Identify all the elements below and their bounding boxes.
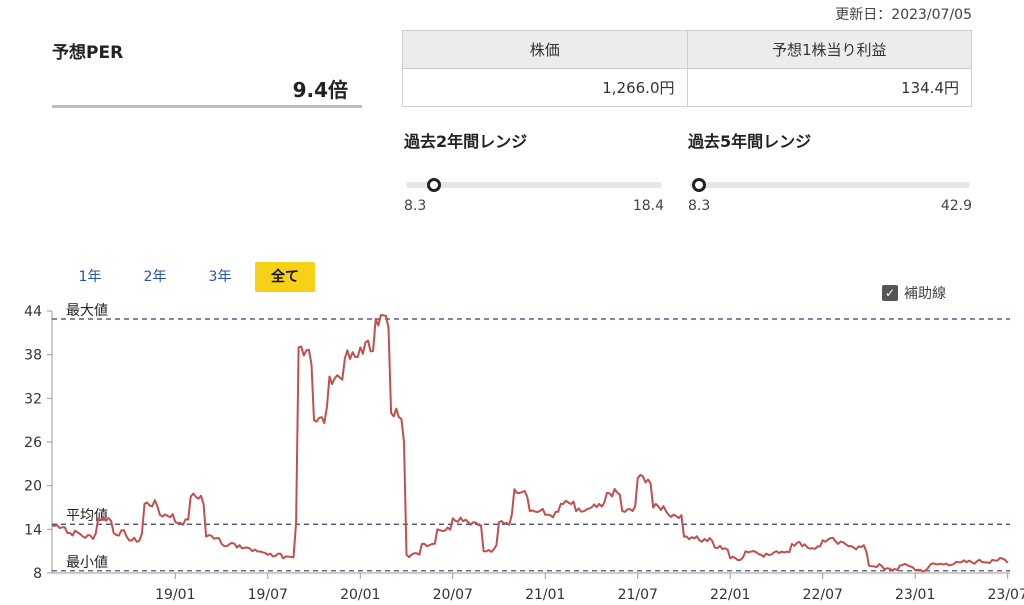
range-5y-title: 過去5年間レンジ — [688, 132, 812, 151]
aux-line-label: 補助線 — [904, 286, 946, 302]
y-tick-label: 38 — [24, 348, 42, 364]
range-5y-min: 8.3 — [688, 198, 711, 214]
period-tabs: 1年 2年 3年 全て — [60, 262, 320, 292]
y-tick-label: 26 — [24, 435, 42, 451]
tab-3y[interactable]: 3年 — [208, 269, 232, 285]
x-tick-label: 20/07 — [433, 587, 473, 603]
x-tick-label: 23/01 — [895, 587, 935, 603]
range-2y-track — [406, 178, 662, 192]
x-tick-label: 19/07 — [248, 587, 288, 603]
range-5y-max: 42.9 — [940, 198, 972, 214]
reference-line-label: 最小値 — [66, 555, 108, 571]
x-tick-label: 19/01 — [155, 587, 195, 603]
tab-2y[interactable]: 2年 — [143, 269, 167, 285]
forecast-per-panel: 予想PER 9.4倍 — [52, 38, 362, 108]
range-5y-track — [690, 178, 970, 192]
per-series-line — [51, 314, 1009, 573]
y-tick-label: 20 — [24, 479, 42, 495]
price-value: 1,266.0円 — [402, 68, 688, 107]
reference-line-label: 最大値 — [66, 303, 108, 319]
x-tick-label: 22/07 — [803, 587, 843, 603]
eps-value: 134.4円 — [686, 68, 972, 107]
updated-date: 更新日：2023/07/05 — [835, 7, 972, 23]
y-tick-label: 14 — [24, 522, 42, 538]
range-2y-title: 過去2年間レンジ — [404, 132, 528, 151]
range-2y-min: 8.3 — [404, 198, 427, 214]
range-2y: 過去2年間レンジ 8.3 18.4 — [404, 128, 664, 214]
x-tick-label: 21/07 — [618, 587, 658, 603]
range-5y: 過去5年間レンジ 8.3 42.9 — [688, 128, 972, 214]
tab-1y[interactable]: 1年 — [78, 269, 102, 285]
y-tick-label: 32 — [24, 391, 42, 407]
x-tick-label: 22/01 — [710, 587, 750, 603]
range-5y-marker — [691, 178, 706, 192]
price-header: 株価 — [402, 30, 688, 69]
eps-header: 予想1株当り利益 — [686, 30, 972, 69]
x-tick-label: 20/01 — [340, 587, 380, 603]
per-label: 予想PER — [52, 43, 124, 63]
range-2y-marker — [426, 178, 441, 192]
checkbox-checked-icon[interactable]: ✓ — [882, 285, 898, 301]
x-tick-label: 21/01 — [525, 587, 565, 603]
x-tick-label: 23/07 — [988, 587, 1024, 603]
reference-line-label: 平均値 — [66, 508, 108, 524]
y-tick-label: 8 — [33, 566, 42, 582]
per-value: 9.4倍 — [292, 78, 348, 102]
aux-line-toggle[interactable]: ✓ 補助線 — [882, 283, 946, 303]
tab-all[interactable]: 全て — [255, 262, 315, 292]
price-eps-table: 株価 予想1株当り利益 1,266.0円 134.4円 — [402, 30, 972, 107]
range-2y-max: 18.4 — [632, 198, 664, 214]
per-line-chart: 8 14 20 26 32 38 44 19/01 19/07 20/01 20/07 21/01 21… — [24, 303, 1024, 603]
y-tick-label: 44 — [24, 304, 42, 320]
